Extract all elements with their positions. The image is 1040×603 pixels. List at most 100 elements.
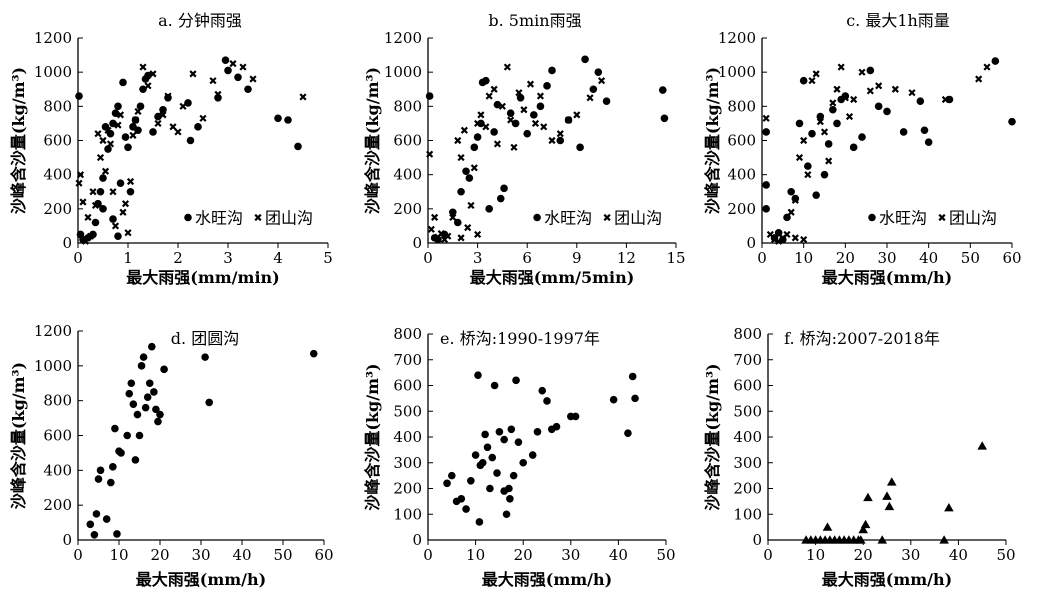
data-point-circle — [164, 93, 172, 102]
y-tick-label: 800 — [393, 325, 422, 343]
data-point-circle — [221, 56, 230, 65]
data-point-x — [866, 87, 874, 95]
data-point-circle — [533, 428, 542, 436]
data-point-x — [299, 93, 307, 101]
data-point-x — [816, 118, 824, 126]
data-point-x — [189, 70, 197, 78]
data-point-circle — [500, 487, 508, 495]
data-point-circle — [443, 479, 451, 488]
y-tick-label: 300 — [393, 454, 422, 472]
data-point-x — [179, 102, 187, 110]
x-tick-label: 60 — [314, 546, 333, 564]
y-tick-label: 200 — [43, 200, 72, 218]
data-point-x — [503, 63, 511, 71]
data-point-circle — [509, 471, 518, 480]
x-tick-label: 2 — [173, 249, 183, 267]
data-point-circle — [833, 119, 841, 128]
data-point-x — [858, 68, 866, 76]
data-point-x — [457, 154, 465, 162]
data-point-x — [808, 77, 816, 85]
data-point-x — [875, 82, 883, 90]
data-point-circle — [143, 393, 152, 401]
data-point-circle — [111, 424, 119, 433]
data-point-x — [76, 171, 85, 179]
y-tick-label: 0 — [62, 531, 72, 549]
x-tick-label: 10 — [466, 546, 485, 564]
data-point-circle — [123, 431, 131, 440]
data-point-x — [116, 111, 125, 119]
y-axis-title: 沙峰含沙量(kg/m³) — [9, 67, 28, 214]
data-point-circle — [899, 128, 908, 136]
data-point-x — [762, 114, 770, 122]
data-point-circle — [849, 143, 858, 152]
data-point-circle — [144, 71, 152, 80]
y-tick-label: 400 — [43, 461, 72, 479]
data-point-circle — [602, 97, 611, 106]
data-point-x — [510, 143, 518, 151]
data-point-circle — [883, 107, 891, 116]
data-point-circle — [829, 105, 837, 114]
data-point-circle — [490, 128, 498, 136]
data-point-x — [104, 126, 112, 134]
y-axis-title: 沙峰含沙量(kg/m³) — [363, 67, 382, 214]
data-point-x — [791, 234, 799, 242]
legend-label: 水旺沟 — [879, 209, 927, 228]
data-point-circle — [502, 510, 511, 519]
data-point-circle — [150, 388, 158, 396]
data-point-circle — [205, 398, 213, 407]
data-point-circle — [660, 114, 669, 123]
series-circle — [75, 56, 302, 244]
data-point-circle — [148, 342, 156, 351]
data-point-circle — [481, 430, 489, 439]
data-point-circle — [874, 102, 883, 111]
y-tick-label: 800 — [727, 97, 756, 115]
data-point-circle — [571, 412, 580, 421]
y-tick-label: 1200 — [718, 29, 756, 47]
data-point-circle — [154, 112, 162, 121]
y-tick-label: 200 — [393, 200, 422, 218]
y-tick-label: 0 — [746, 234, 756, 252]
data-point-x — [498, 102, 506, 110]
data-point-x — [598, 77, 606, 85]
data-point-circle — [99, 205, 107, 213]
y-axis-title: 沙峰含沙量(kg/m³) — [9, 362, 28, 509]
x-tick-label: 15 — [666, 249, 685, 267]
x-tick-label: 30 — [561, 546, 580, 564]
data-point-circle — [99, 174, 107, 182]
data-point-circle — [141, 403, 150, 412]
data-point-circle — [808, 129, 816, 138]
chart-title: a. 分钟雨强 — [158, 11, 242, 30]
data-point-x — [941, 95, 949, 104]
data-point-x — [908, 89, 916, 97]
data-point-x — [515, 89, 523, 97]
x-tick-label: 40 — [949, 546, 968, 564]
x-axis-title: 最大雨强(mm/h) — [822, 570, 952, 589]
x-axis-title: 最大雨强(mm/h) — [136, 570, 266, 589]
data-point-circle — [576, 143, 584, 152]
data-point-x — [154, 119, 162, 127]
data-point-circle — [284, 116, 292, 124]
data-point-circle — [538, 386, 547, 395]
data-point-circle — [924, 138, 933, 147]
data-point-x — [603, 213, 611, 222]
data-point-circle — [90, 530, 99, 539]
data-point-x — [144, 82, 152, 90]
data-point-circle — [131, 456, 140, 464]
series-x — [75, 60, 307, 245]
x-tick-label: 30 — [191, 546, 210, 564]
x-tick-label: 1 — [123, 249, 133, 267]
data-point-circle — [462, 505, 470, 513]
data-point-circle — [820, 170, 829, 179]
x-tick-label: 40 — [609, 546, 628, 564]
data-point-circle — [812, 191, 820, 199]
data-point-circle — [121, 133, 130, 141]
data-point-x — [119, 208, 127, 216]
data-point-circle — [473, 133, 482, 141]
x-tick-label: 50 — [961, 249, 980, 267]
data-point-circle — [134, 126, 142, 135]
data-point-circle — [137, 362, 146, 370]
data-point-x — [464, 224, 472, 232]
data-point-x — [84, 213, 92, 221]
data-point-x — [837, 63, 845, 71]
